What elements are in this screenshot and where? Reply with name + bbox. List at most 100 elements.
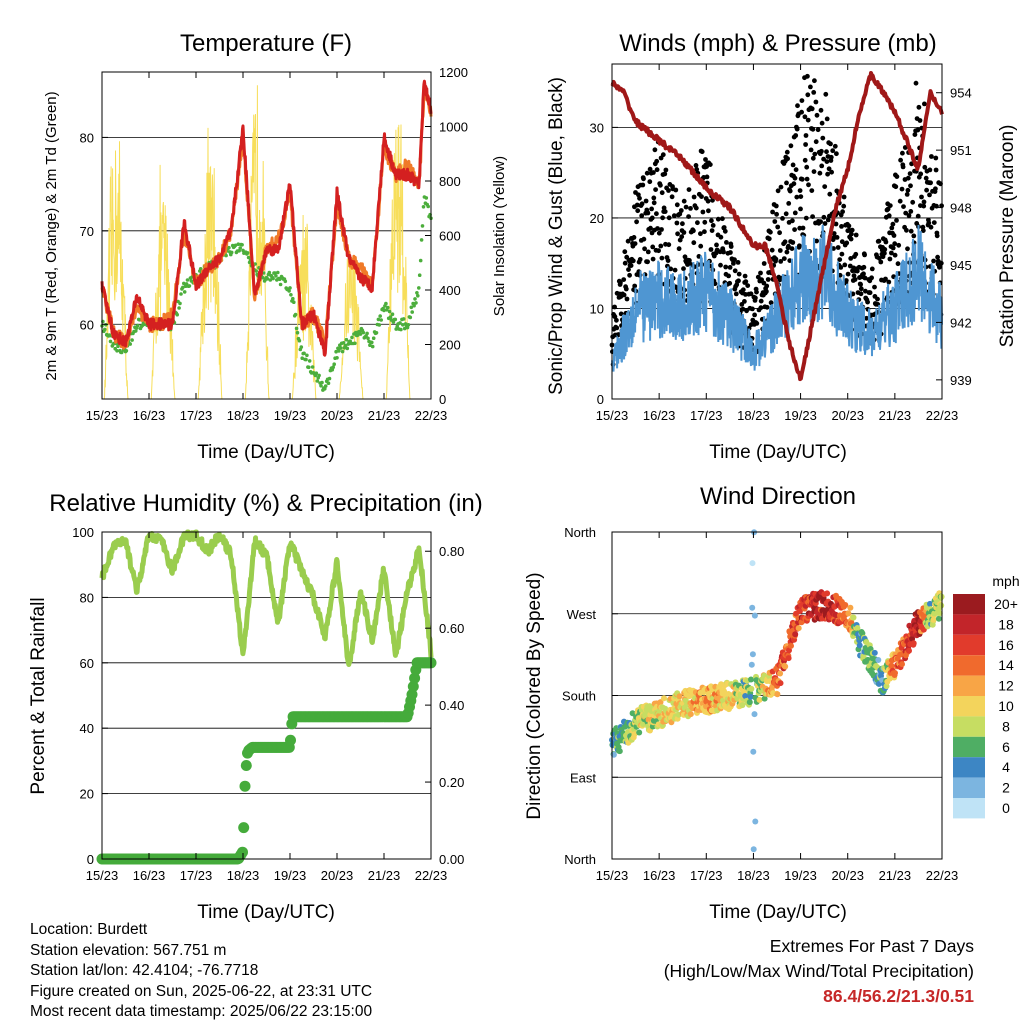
- dewpoint-point: [292, 300, 296, 305]
- gust-point: [886, 279, 892, 285]
- gust-point: [844, 240, 850, 246]
- dewpoint-point: [358, 332, 363, 336]
- legend-swatch: [953, 798, 985, 819]
- gust-point: [918, 171, 924, 177]
- gust-point: [686, 187, 692, 193]
- dewpoint-point: [271, 276, 275, 281]
- x-tick-label: 18/23: [227, 408, 260, 423]
- wind-speed-line: [611, 224, 943, 372]
- temp-2m-series: [100, 79, 433, 357]
- gust-point: [714, 242, 719, 248]
- gust-point: [858, 291, 864, 297]
- gust-point: [641, 176, 646, 182]
- rainfall-point: [237, 846, 248, 858]
- legend-swatch: [953, 594, 985, 615]
- gust-point: [813, 139, 819, 145]
- gust-point: [895, 261, 901, 267]
- direction-tick-label: South: [562, 689, 596, 704]
- gust-point: [782, 239, 788, 245]
- x-tick-label: 20/23: [321, 408, 354, 423]
- direction-point: [910, 640, 917, 647]
- direction-point: [936, 610, 943, 617]
- dewpoint-point: [135, 323, 140, 328]
- humidity-ylabel-left: Percent & Total Rainfall: [28, 597, 49, 794]
- direction-point: [871, 649, 878, 656]
- station-info: Location: Burdett Station elevation: 567…: [30, 920, 372, 1023]
- gust-point: [724, 240, 729, 245]
- gust-point: [702, 219, 708, 225]
- dewpoint-point: [229, 250, 234, 255]
- gust-point: [799, 176, 805, 182]
- gust-point: [672, 267, 678, 273]
- gust-point: [841, 194, 847, 200]
- gust-point: [773, 203, 779, 209]
- gust-point: [639, 201, 645, 207]
- gust-point: [774, 211, 779, 217]
- direction-point: [888, 662, 895, 669]
- gust-point: [811, 169, 817, 175]
- dewpoint-point: [368, 343, 372, 348]
- gust-point: [723, 264, 729, 270]
- dewpoint-point: [410, 310, 415, 314]
- gust-point: [755, 274, 761, 280]
- gust-point: [829, 169, 834, 175]
- dewpoint-point: [295, 330, 300, 335]
- gust-point: [727, 280, 733, 286]
- dewpoint-point: [187, 284, 192, 288]
- gust-point: [660, 152, 666, 158]
- dewpoint-point: [344, 337, 349, 342]
- gust-point: [845, 271, 851, 277]
- gust-point: [852, 277, 858, 282]
- y-tick-label-right: 0: [439, 392, 446, 407]
- gust-point: [824, 116, 830, 122]
- x-tick-label: 21/23: [368, 408, 401, 423]
- gust-point: [849, 231, 854, 237]
- gust-point: [662, 209, 668, 215]
- gust-point: [635, 208, 641, 214]
- dewpoint-point: [273, 271, 277, 275]
- direction-point: [750, 846, 757, 853]
- dewpoint-point: [288, 286, 292, 290]
- dewpoint-point: [354, 330, 358, 335]
- dewpoint-point: [353, 341, 357, 346]
- x-tick-label: 16/23: [643, 868, 676, 883]
- gust-point: [924, 187, 929, 193]
- legend-label: 6: [1002, 739, 1010, 755]
- gust-point: [910, 199, 916, 205]
- dewpoint-point: [371, 336, 376, 341]
- direction-point: [782, 663, 789, 670]
- gust-point: [735, 260, 741, 265]
- y-tick-label-right: 0.20: [439, 775, 464, 790]
- gust-point: [792, 210, 798, 216]
- direction-point: [616, 748, 623, 755]
- gust-point: [809, 188, 815, 194]
- dewpoint-point: [177, 306, 181, 310]
- humidity-title: Relative Humidity (%) & Precipitation (i…: [49, 490, 482, 517]
- dewpoint-point: [314, 371, 319, 376]
- gust-point: [649, 206, 654, 212]
- gust-point: [742, 273, 748, 279]
- dewpoint-point: [386, 305, 390, 310]
- y-tick-label-right: 0.40: [439, 698, 464, 713]
- gust-point: [858, 286, 864, 292]
- extremes-box: Extremes For Past 7 Days (High/Low/Max W…: [664, 934, 974, 1009]
- gust-point: [772, 219, 778, 224]
- gust-point: [736, 278, 741, 284]
- gust-point: [883, 239, 889, 245]
- gust-point: [805, 73, 810, 79]
- gust-point: [814, 112, 820, 118]
- dewpoint-point: [293, 312, 298, 317]
- dewpoint-point: [361, 330, 366, 335]
- gust-point: [927, 192, 932, 198]
- dewpoint-point: [420, 224, 425, 228]
- dewpoint-point: [277, 277, 282, 282]
- gust-point: [862, 252, 867, 258]
- gust-point: [666, 242, 672, 248]
- gust-point: [900, 164, 906, 170]
- gust-point: [799, 109, 804, 115]
- gust-point: [872, 284, 877, 290]
- direction-point: [796, 608, 803, 615]
- gust-point: [775, 224, 781, 230]
- elevation-text: Station elevation: 567.751 m: [30, 941, 227, 959]
- gust-point: [834, 235, 840, 240]
